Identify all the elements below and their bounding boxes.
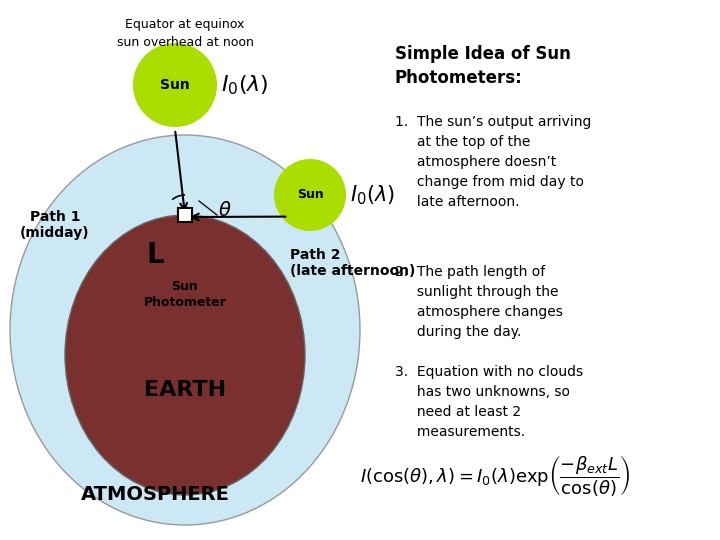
Text: Simple Idea of Sun
Photometers:: Simple Idea of Sun Photometers: (395, 45, 571, 86)
Circle shape (274, 159, 346, 231)
Text: 1.  The sun’s output arriving
     at the top of the
     atmosphere doesn’t
   : 1. The sun’s output arriving at the top … (395, 115, 591, 209)
Ellipse shape (65, 215, 305, 495)
Text: Path 2
(late afternoon): Path 2 (late afternoon) (290, 248, 415, 278)
Text: 2.  The path length of
     sunlight through the
     atmosphere changes
     du: 2. The path length of sunlight through t… (395, 265, 563, 339)
Text: $\theta$: $\theta$ (218, 200, 232, 219)
Text: Sun
Photometer: Sun Photometer (143, 280, 226, 309)
Text: Sun: Sun (160, 78, 190, 92)
Text: $I_0(\lambda)$: $I_0(\lambda)$ (350, 183, 395, 207)
Text: Sun: Sun (297, 188, 323, 201)
Text: Equator at equinox
sun overhead at noon: Equator at equinox sun overhead at noon (117, 18, 253, 49)
Text: L: L (146, 241, 164, 269)
Text: Path 1
(midday): Path 1 (midday) (20, 210, 90, 240)
Bar (178, 208, 192, 222)
Text: $I_0(\lambda)$: $I_0(\lambda)$ (221, 73, 269, 97)
Circle shape (133, 43, 217, 127)
Text: EARTH: EARTH (144, 380, 226, 400)
Text: $I(\cos(\theta), \lambda) = I_0(\lambda) \exp\!\left(\dfrac{-\beta_{ext} L}{\cos: $I(\cos(\theta), \lambda) = I_0(\lambda)… (360, 453, 630, 497)
Ellipse shape (10, 135, 360, 525)
Text: 3.  Equation with no clouds
     has two unknowns, so
     need at least 2
     : 3. Equation with no clouds has two unkno… (395, 365, 583, 439)
Text: ATMOSPHERE: ATMOSPHERE (81, 485, 230, 504)
